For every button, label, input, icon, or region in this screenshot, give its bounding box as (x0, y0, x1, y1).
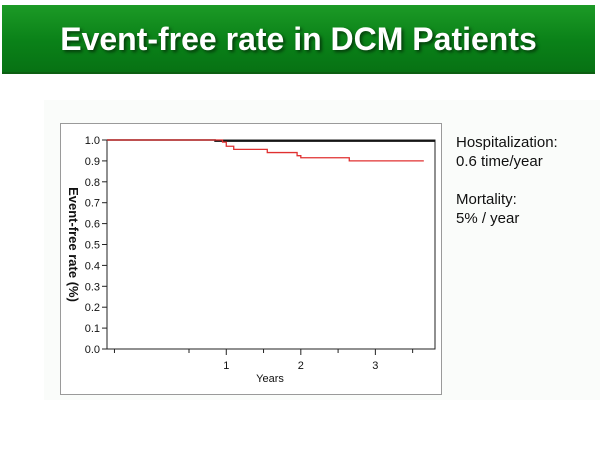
y-tick-label: 0.6 (85, 219, 100, 231)
y-tick-label: 0.1 (85, 323, 100, 335)
title-bar: Event-free rate in DCM Patients (2, 5, 595, 74)
stats-panel: Hospitalization: 0.6 time/year Mortality… (456, 133, 596, 247)
x-tick-label: 2 (298, 360, 304, 372)
y-tick-label: 0.3 (85, 281, 100, 293)
slide-title: Event-free rate in DCM Patients (60, 21, 537, 57)
chart-frame: 0.0 0.1 0.2 0.3 0.4 0.5 0.6 0.7 0.8 0.9 1.0 1 2 3 Year… (60, 123, 442, 395)
y-tick-label: 0.4 (85, 260, 100, 272)
mortality-value: 5% / year (456, 210, 520, 227)
x-tick-label: 3 (372, 360, 378, 372)
y-tick-label: 0.8 (85, 177, 100, 189)
y-tick-label: 0.7 (85, 198, 100, 210)
hospitalization-block: Hospitalization: 0.6 time/year (456, 133, 596, 171)
survival-chart: 0.0 0.1 0.2 0.3 0.4 0.5 0.6 0.7 0.8 0.9 1.0 1 2 3 Year… (66, 135, 436, 385)
y-tick-label: 0.5 (85, 240, 100, 252)
mortality-block: Mortality: 5% / year (456, 190, 596, 228)
y-tick-label: 1.0 (85, 135, 100, 147)
y-tick-label: 0.2 (85, 302, 100, 314)
y-tick-label: 0.9 (85, 156, 100, 168)
x-tick-label: 1 (223, 360, 229, 372)
y-axis-label: Event-free rate (%) (66, 187, 81, 302)
plot-area (106, 139, 436, 350)
hospitalization-value: 0.6 time/year (456, 153, 543, 170)
mortality-label: Mortality: (456, 191, 517, 208)
y-tick-label: 0.0 (85, 344, 100, 356)
hospitalization-label: Hospitalization: (456, 134, 558, 151)
series-line-event-free (107, 139, 424, 162)
x-axis-label: Years (256, 373, 284, 385)
